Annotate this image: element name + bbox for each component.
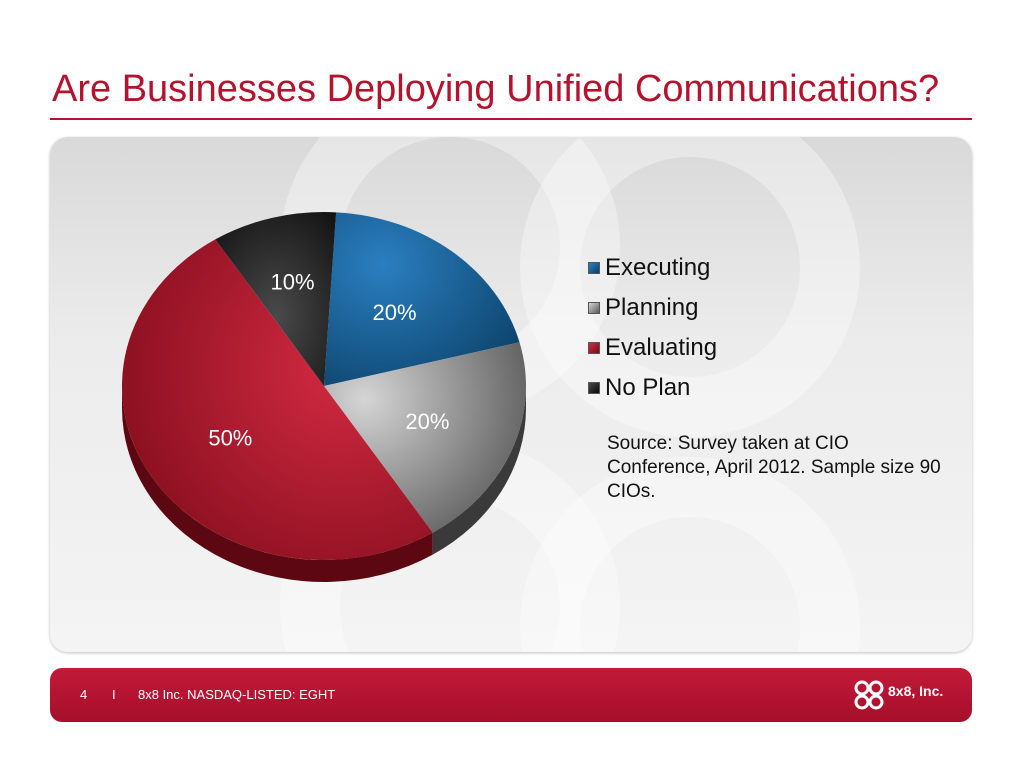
legend-item-no-plan: No Plan [588, 368, 717, 408]
pie-slice-evaluating [122, 239, 433, 560]
legend-label: No Plan [605, 374, 691, 401]
pie-slice-planning [324, 342, 526, 533]
title-divider [50, 118, 972, 120]
data-label-planning: 20% [405, 409, 449, 434]
legend-label: Evaluating [605, 334, 718, 361]
source-note: Source: Survey taken at CIO Conference, … [607, 433, 941, 502]
legend-label: Executing [605, 254, 711, 281]
data-label-evaluating: 50% [208, 426, 252, 451]
legend-swatch-no-plan [588, 382, 600, 394]
legend-label: Planning [605, 294, 699, 321]
legend-item-evaluating: Evaluating [588, 328, 717, 368]
data-label-executing: 20% [373, 300, 417, 325]
footer-separator: I [112, 687, 116, 702]
chart-panel: 20% 20% 50% 10% Executing Planning Evaluati… [50, 137, 972, 652]
pie-slice-executing [324, 212, 520, 386]
slide-title: Are Businesses Deploying Unified Communi… [52, 68, 940, 110]
legend-item-planning: Planning [588, 288, 717, 328]
legend-item-executing: Executing [588, 248, 717, 288]
chart-legend: Executing Planning Evaluating No Plan [588, 248, 717, 408]
legend-swatch-executing [588, 262, 600, 274]
pie-slice-side-evaluating [122, 386, 433, 582]
legend-swatch-planning [588, 302, 600, 314]
data-label-no-plan: 10% [270, 270, 314, 295]
footer-company-text: 8x8 Inc. NASDAQ-LISTED: EGHT [138, 687, 336, 702]
pie-slice-side-planning [432, 386, 526, 555]
logo-text: 8x8, Inc. [888, 683, 944, 699]
page-number: 4 [80, 687, 88, 702]
legend-swatch-evaluating [588, 342, 600, 354]
pie-chart: 20% 20% 50% 10% [122, 212, 526, 582]
pie-slice-no-plan [215, 212, 337, 386]
footer-bar: 4 I 8x8 Inc. NASDAQ-LISTED: EGHT 8x8, In… [50, 668, 972, 722]
company-logo-icon [854, 680, 884, 710]
